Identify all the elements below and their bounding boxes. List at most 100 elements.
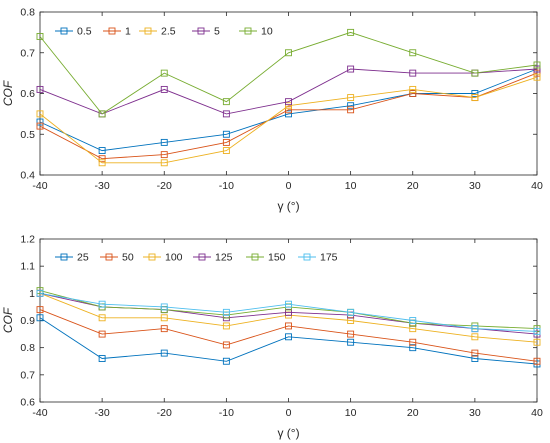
x-tick-label: 0 [286, 180, 292, 192]
legend-item: 2.5 [139, 26, 176, 38]
x-tick-label: 10 [345, 180, 357, 192]
x-tick-label: -20 [157, 180, 172, 192]
y-tick-label: 0.8 [20, 342, 35, 354]
legend-marker [60, 253, 68, 261]
data-point [36, 33, 44, 40]
data-point [347, 338, 355, 346]
x-tick-label: 40 [531, 407, 543, 419]
data-point [285, 308, 292, 316]
x-tick-label: 40 [531, 180, 543, 192]
y-tick-label: 0.6 [20, 88, 35, 100]
series-10 [36, 28, 541, 118]
x-tick-label: 10 [345, 407, 357, 419]
legend-marker [198, 253, 206, 261]
legend-label: 25 [77, 252, 89, 264]
data-point [533, 61, 541, 69]
x-tick-label: 20 [407, 180, 419, 192]
data-point [160, 314, 168, 322]
y-tick-label: 0.7 [20, 47, 35, 59]
legend-item: 25 [55, 252, 89, 264]
data-point [98, 147, 106, 155]
data-point [222, 322, 230, 330]
legend-label: 100 [165, 252, 183, 264]
data-point [160, 85, 168, 93]
data-point [471, 90, 479, 97]
series-5 [36, 65, 541, 118]
data-point [285, 98, 292, 106]
data-point [285, 110, 292, 118]
y-tick-label: 0.5 [20, 129, 35, 141]
data-point [285, 102, 292, 110]
data-point [533, 65, 541, 73]
data-point [98, 355, 106, 362]
data-point [98, 314, 106, 322]
y-axis-label: COF [1, 80, 15, 106]
data-point [222, 138, 230, 146]
x-axis-label: γ (°) [277, 199, 299, 213]
data-point [471, 325, 479, 333]
data-point [409, 338, 417, 346]
data-point [160, 151, 168, 159]
legend-item: 150 [246, 252, 286, 264]
legend-item: 10 [239, 26, 273, 38]
data-point [98, 330, 106, 338]
data-point [160, 303, 168, 311]
x-tick-label: -30 [95, 180, 110, 192]
series-line [39, 68, 538, 152]
data-point [471, 333, 479, 341]
data-point [471, 349, 479, 357]
x-tick-label: -20 [157, 407, 172, 419]
legend-marker [148, 253, 156, 261]
data-point [471, 69, 479, 77]
legend-label: 1 [125, 26, 131, 38]
legend: 25 50 100 125 150 175 [55, 252, 338, 264]
data-point [347, 106, 355, 114]
data-point [222, 308, 230, 316]
y-tick-label: 1 [29, 288, 35, 300]
legend: 0.5 1 2.5 5 10 [55, 26, 273, 38]
legend-item: 100 [143, 252, 183, 264]
legend-label: 10 [261, 26, 273, 38]
legend-item: 1 [103, 26, 131, 38]
data-point [98, 155, 106, 163]
series-line [39, 31, 538, 115]
data-point [347, 330, 355, 338]
data-point [222, 98, 230, 106]
data-point [471, 94, 479, 102]
y-tick-label: 0.6 [20, 397, 35, 409]
data-point [347, 94, 355, 102]
legend-marker [197, 27, 205, 35]
data-point [409, 69, 417, 77]
series-1 [36, 69, 541, 163]
legend-marker [251, 253, 259, 261]
data-point [36, 118, 44, 126]
y-tick-label: 1.1 [20, 261, 35, 273]
data-point [222, 130, 230, 138]
data-point [409, 90, 417, 97]
legend-item: 175 [298, 252, 338, 264]
data-point [160, 69, 168, 77]
data-point [160, 138, 168, 146]
legend-label: 2.5 [161, 26, 176, 38]
x-tick-label: -40 [32, 180, 47, 192]
series-line [39, 68, 538, 115]
y-tick-label: 1.2 [20, 234, 35, 246]
data-point [471, 355, 479, 362]
series-line [39, 76, 538, 164]
series-2.5 [36, 73, 541, 167]
data-point [160, 325, 168, 333]
legend-item: 0.5 [55, 26, 92, 38]
y-tick-label: 0.8 [20, 7, 35, 19]
data-point [285, 300, 292, 308]
data-point [36, 122, 44, 130]
data-point [347, 65, 355, 73]
data-point [409, 49, 417, 57]
data-point [98, 300, 106, 308]
series-line [39, 72, 538, 160]
data-point [285, 333, 292, 341]
data-point [222, 147, 230, 155]
data-point [409, 325, 417, 333]
data-point [285, 322, 292, 330]
series-line [39, 292, 538, 332]
legend-marker [60, 27, 68, 35]
